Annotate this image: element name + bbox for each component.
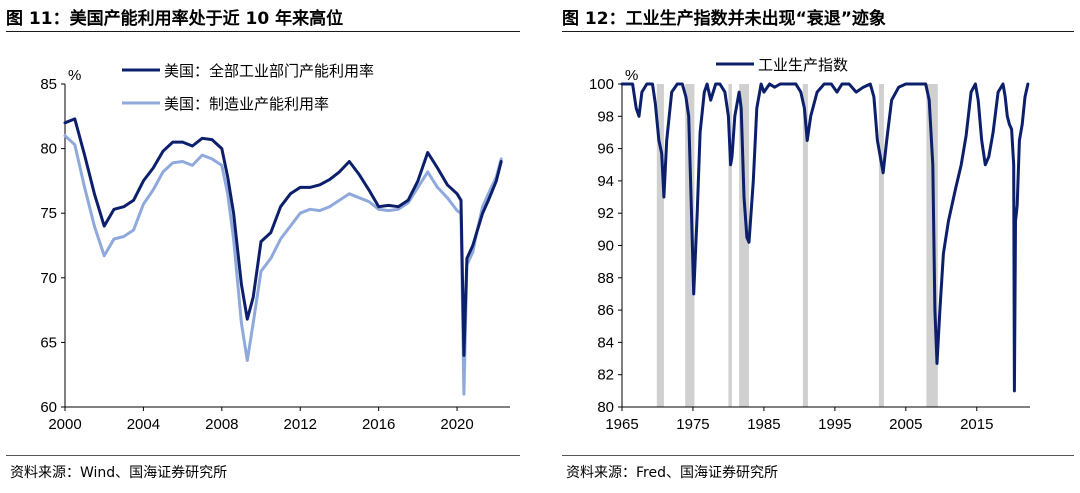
x-tick-label-0-4: 2016 <box>362 416 395 433</box>
x-tick-label-1-5: 2015 <box>960 416 993 433</box>
y-tick-label-0-0: 60 <box>40 399 57 416</box>
legend-label-1-0: 工业生产指数 <box>758 56 848 74</box>
series-line-1-0 <box>620 82 1030 393</box>
recession-band-4 <box>802 84 808 407</box>
x-tick-label-0-3: 2012 <box>284 416 317 433</box>
legend-label-0-1: 美国：制造业产能利用率 <box>164 95 329 113</box>
x-tick-label-1-2: 1985 <box>747 416 780 433</box>
recession-band-3 <box>739 84 749 407</box>
recession-band-6 <box>926 84 938 407</box>
y-tick-label-1-9: 98 <box>597 108 614 125</box>
x-tick-label-1-1: 1975 <box>676 416 709 433</box>
y-tick-label-0-2: 70 <box>40 270 57 287</box>
y-tick-label-1-8: 96 <box>597 141 614 158</box>
y-tick-label-1-10: 100 <box>589 76 614 93</box>
recession-band-1 <box>685 84 695 407</box>
y-tick-label-1-7: 94 <box>597 173 614 190</box>
series-line-0-1 <box>63 134 503 396</box>
right-chart-source: 资料来源：Fred、国海证券研究所 <box>566 465 778 481</box>
y-tick-label-1-6: 92 <box>597 205 614 222</box>
right-title-rule <box>562 31 1074 32</box>
y-tick-label-1-3: 86 <box>597 302 614 319</box>
recession-band-5 <box>878 84 884 407</box>
legend-label-0-0: 美国：全部工业部门产能利用率 <box>164 62 374 80</box>
recession-band-0 <box>656 84 664 407</box>
recession-band-2 <box>728 84 732 407</box>
x-tick-label-0-0: 2000 <box>48 416 81 433</box>
left-title-rule <box>6 31 520 32</box>
x-tick-label-0-5: 2020 <box>440 416 473 433</box>
y-tick-label-1-5: 90 <box>597 238 614 255</box>
x-tick-label-0-1: 2004 <box>127 416 160 433</box>
y-tick-label-1-1: 82 <box>597 367 614 384</box>
y-tick-label-0-4: 80 <box>40 141 57 158</box>
y-tick-label-1-4: 88 <box>597 270 614 287</box>
right-chart-title: 图 12：工业生产指数并未出现“衰退”迹象 <box>562 9 886 29</box>
y-tick-label-0-5: 85 <box>40 76 57 93</box>
left-chart-source: 资料来源：Wind、国海证券研究所 <box>10 465 228 481</box>
left-chart-title: 图 11：美国产能利用率处于近 10 年来高位 <box>6 9 344 29</box>
y-tick-label-1-0: 80 <box>597 399 614 416</box>
right-source-rule <box>562 455 1074 456</box>
x-tick-label-1-0: 1965 <box>605 416 638 433</box>
left-source-rule <box>6 455 520 456</box>
x-tick-label-1-4: 2005 <box>889 416 922 433</box>
unit-label-0: % <box>68 67 81 84</box>
y-tick-label-0-1: 65 <box>40 334 57 351</box>
series-line-0-0 <box>63 117 503 357</box>
x-tick-label-0-2: 2008 <box>205 416 238 433</box>
unit-label-1: % <box>625 67 638 84</box>
y-tick-label-1-2: 84 <box>597 334 614 351</box>
y-tick-label-0-3: 75 <box>40 205 57 222</box>
x-tick-label-1-3: 1995 <box>818 416 851 433</box>
